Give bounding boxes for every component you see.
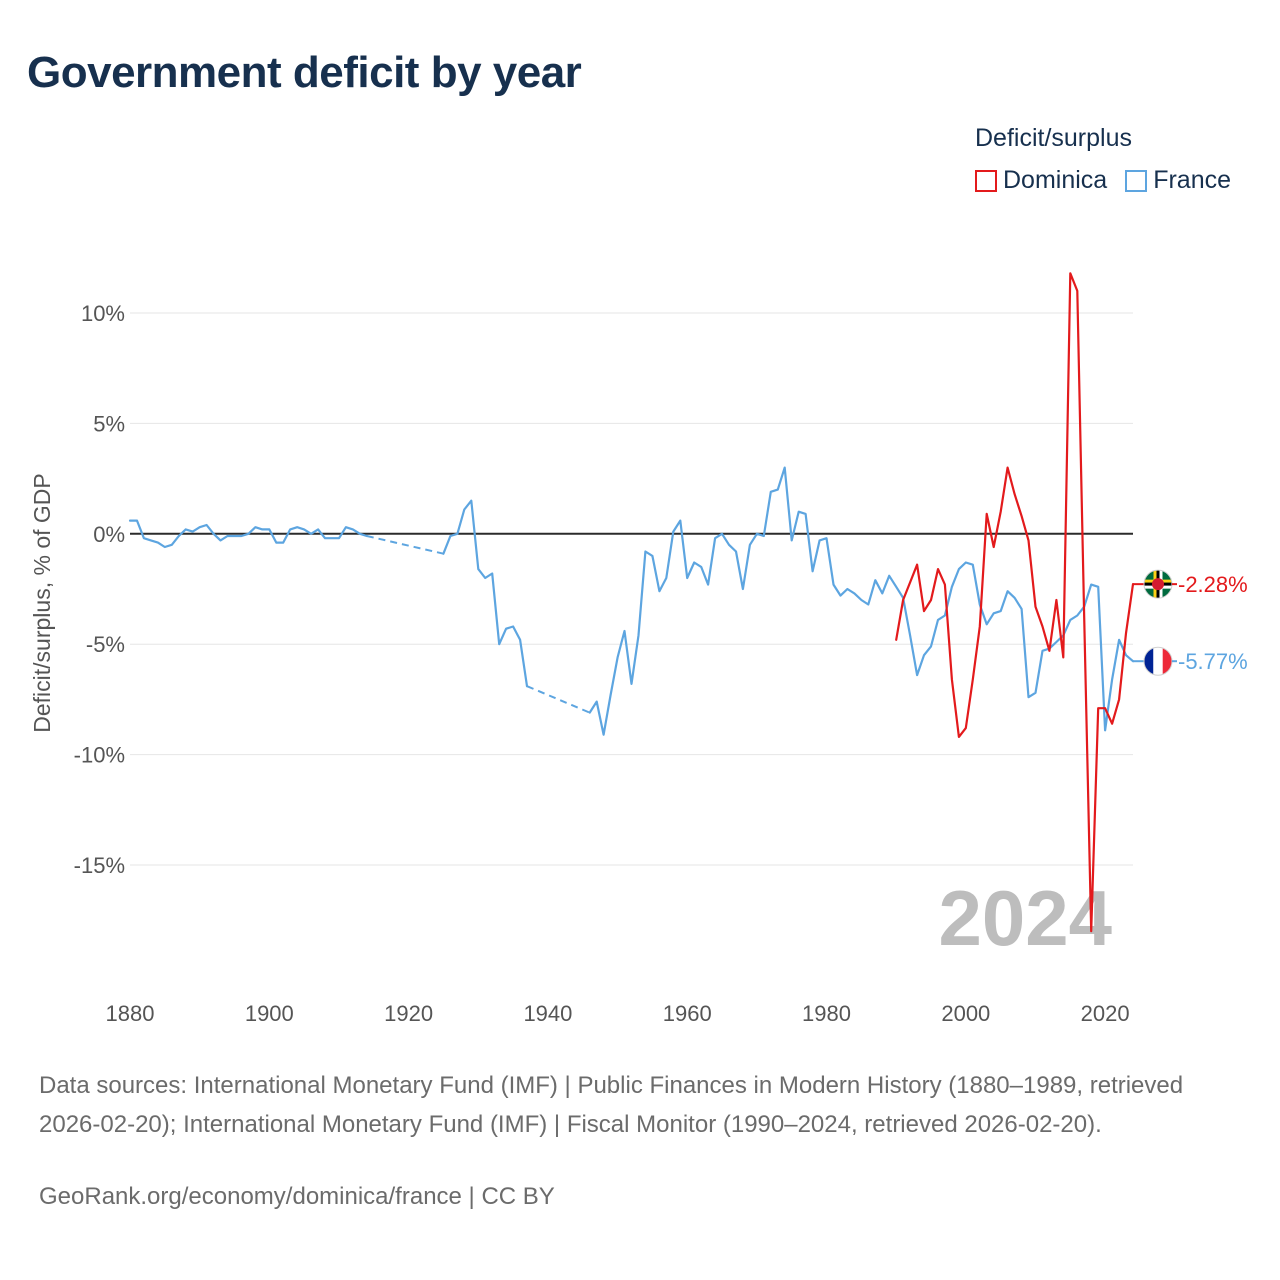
x-tick-label: 1920 — [384, 1001, 433, 1026]
chart-title: Government deficit by year — [27, 48, 582, 97]
legend-label-france: France — [1153, 166, 1232, 194]
x-tick-label: 1980 — [802, 1001, 851, 1026]
legend-item-dominica[interactable]: Dominica — [975, 166, 1107, 195]
axes: 10% 5% 0% -5% -10% -15% 1880 1900 1920 1940 1960 19… — [74, 301, 1133, 1026]
end-labels: -5.77% -2.28% — [1133, 569, 1248, 676]
credit-link[interactable]: GeoRank.org/economy/dominica/france | CC… — [39, 1183, 555, 1210]
series-gap-france — [526, 685, 591, 714]
x-tick-label: 1900 — [245, 1001, 294, 1026]
y-tick-label: 5% — [93, 411, 125, 436]
series-line-france — [128, 519, 368, 549]
y-tick-label: -15% — [74, 853, 125, 878]
line-chart: 10% 5% 0% -5% -10% -15% 1880 1900 1920 1940 1960 19… — [29, 272, 1248, 1026]
grid-lines — [130, 312, 1133, 866]
y-tick-label: -10% — [74, 743, 125, 768]
y-tick-label: -5% — [86, 632, 125, 657]
x-tick-label: 1960 — [663, 1001, 712, 1026]
series-gap-france — [366, 535, 444, 555]
x-tick-label: 1880 — [106, 1001, 155, 1026]
legend-swatch-france — [1125, 169, 1148, 192]
end-value-label-france: -5.77% — [1178, 649, 1248, 674]
series-line-france — [442, 499, 529, 688]
data-sources: Data sources: International Monetary Fun… — [39, 1072, 1184, 1138]
end-value-label-dominica: -2.28% — [1178, 572, 1248, 597]
series-lines — [128, 272, 1135, 933]
legend-swatch-dominica — [975, 169, 997, 192]
legend-title: Deficit/surplus — [975, 124, 1132, 152]
france-flag-icon — [1143, 646, 1173, 676]
dominica-flag-icon — [1143, 569, 1173, 599]
legend: Dominica France — [975, 166, 1231, 195]
y-axis-label: Deficit/surplus, % of GDP — [29, 473, 55, 732]
legend-label-dominica: Dominica — [1003, 166, 1108, 194]
y-tick-label: 10% — [81, 301, 125, 326]
current-year-label: 2024 — [938, 874, 1112, 962]
x-tick-label: 2020 — [1081, 1001, 1130, 1026]
series-line-dominica — [895, 272, 1135, 933]
legend-item-france[interactable]: France — [1125, 166, 1231, 195]
x-tick-label: 1940 — [523, 1001, 572, 1026]
y-tick-label: 0% — [93, 522, 125, 547]
x-tick-label: 2000 — [941, 1001, 990, 1026]
series-line-france — [588, 466, 1135, 736]
